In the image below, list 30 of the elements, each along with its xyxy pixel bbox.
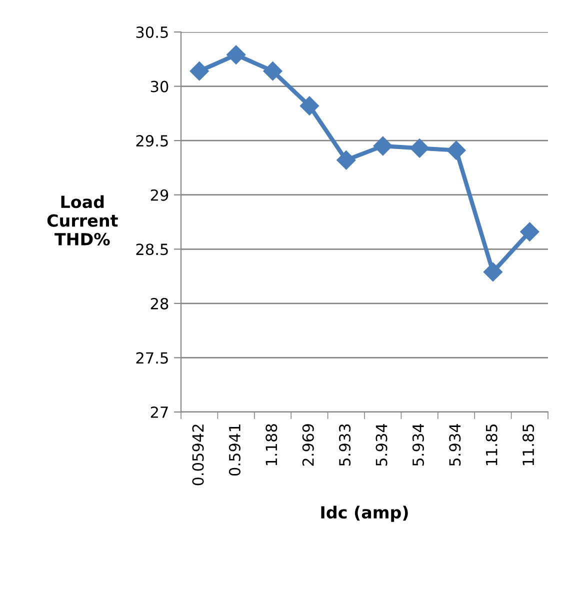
x-tick-label: 5.934 <box>376 424 388 466</box>
x-tick-label: 5.934 <box>449 424 461 466</box>
point <box>226 45 246 64</box>
x-tick-label: 0.05942 <box>192 424 204 486</box>
y-axis-title: Load Current THD% <box>47 195 118 246</box>
x-tick-label: 1.188 <box>266 424 278 466</box>
point <box>263 62 282 81</box>
y-tick-label: 28 <box>150 298 168 310</box>
y-tick-label: 29.5 <box>136 135 168 147</box>
y-tick-label: 30.5 <box>136 26 168 38</box>
x-axis-title: Idc (amp) <box>321 506 408 522</box>
y-tick-label: 27.5 <box>136 352 168 364</box>
point <box>446 140 466 160</box>
x-tick-label: 2.969 <box>302 424 314 466</box>
x-tick-label: 11.85 <box>522 424 534 466</box>
point <box>520 222 540 242</box>
point <box>336 150 356 170</box>
y-tick-label: 28.5 <box>136 244 168 256</box>
point <box>410 138 430 158</box>
x-tick-label: 0.5941 <box>228 424 240 476</box>
y-tick-label: 30 <box>150 80 168 92</box>
x-tick-label: 11.85 <box>486 424 498 466</box>
point <box>300 96 319 116</box>
y-tick-label: 27 <box>150 406 168 418</box>
point <box>190 62 209 81</box>
x-tick-label: 5.933 <box>339 424 351 466</box>
point <box>373 136 392 156</box>
y-tick-label: 29 <box>150 189 168 201</box>
x-tick-label: 5.934 <box>412 424 424 466</box>
point <box>483 262 502 282</box>
